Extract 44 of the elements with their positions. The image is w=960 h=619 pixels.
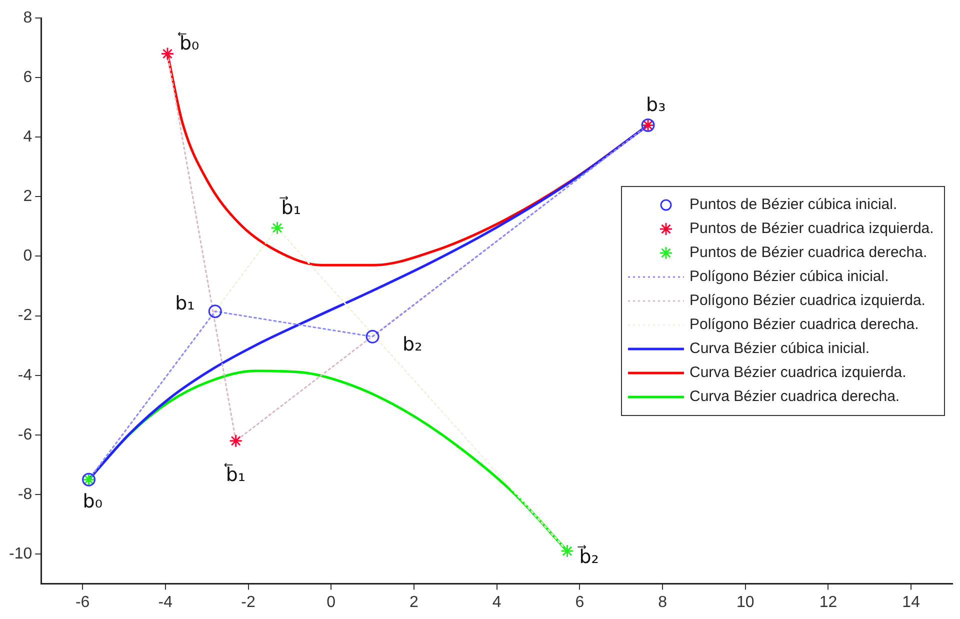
legend-label: Curva Bézier cuadrica derecha. — [690, 388, 900, 406]
point — [229, 434, 243, 448]
y-tick-label: 6 — [23, 68, 32, 86]
annotation: b₀ — [82, 490, 102, 513]
x-tick-label: 0 — [326, 594, 336, 611]
point — [366, 330, 380, 344]
point — [270, 221, 284, 235]
x-tick-label: 8 — [658, 594, 668, 611]
x-tick-label: 12 — [819, 594, 838, 611]
point — [208, 304, 222, 318]
y-tick-label: -4 — [18, 366, 32, 384]
y-tick-label: -10 — [9, 545, 32, 562]
annotation: b⃖₁ — [224, 462, 246, 486]
annotation: b⃗₁ — [280, 195, 301, 219]
x-tick-label: -4 — [158, 594, 173, 611]
legend-label: Polígono Bézier cuadrica derecha. — [690, 316, 919, 334]
legend-label: Polígono Bézier cuadrica izquierda. — [690, 292, 926, 310]
y-tick-label: 8 — [23, 9, 32, 26]
x-tick-label: -2 — [241, 594, 256, 611]
y-tick-label: -2 — [18, 307, 32, 324]
y-tick-label: -6 — [18, 426, 32, 444]
legend-label: Puntos de Bézier cuadrica derecha. — [690, 244, 928, 262]
legend-label: Puntos de Bézier cuadrica izquierda. — [690, 220, 934, 238]
x-tick-label: 10 — [736, 594, 754, 611]
x-tick-label: 4 — [492, 594, 502, 611]
y-tick-label: 4 — [23, 128, 32, 146]
point — [560, 544, 574, 558]
x-tick-label: 6 — [575, 594, 584, 611]
x-tick-label: 2 — [410, 594, 419, 611]
annotation: b₁ — [175, 292, 195, 314]
y-tick-label: -8 — [18, 486, 32, 503]
annotation: b⃗₂ — [578, 544, 599, 568]
annotation: b⃖₀ — [178, 31, 200, 55]
point — [160, 46, 174, 60]
annotation: b₃ — [646, 94, 666, 116]
x-tick-label: -6 — [75, 594, 90, 611]
y-tick-label: 2 — [23, 188, 32, 206]
legend-label: Polígono Bézier cúbica inicial. — [690, 268, 889, 286]
y-tick-label: 0 — [23, 248, 32, 265]
x-tick-label: 14 — [902, 594, 920, 611]
annotation: b₂ — [402, 334, 422, 356]
legend-label: Curva Bézier cuadrica izquierda. — [690, 364, 906, 382]
legend-label: Puntos de Bézier cúbica inicial. — [690, 196, 898, 214]
legend-label: Curva Bézier cúbica inicial. — [690, 340, 870, 358]
